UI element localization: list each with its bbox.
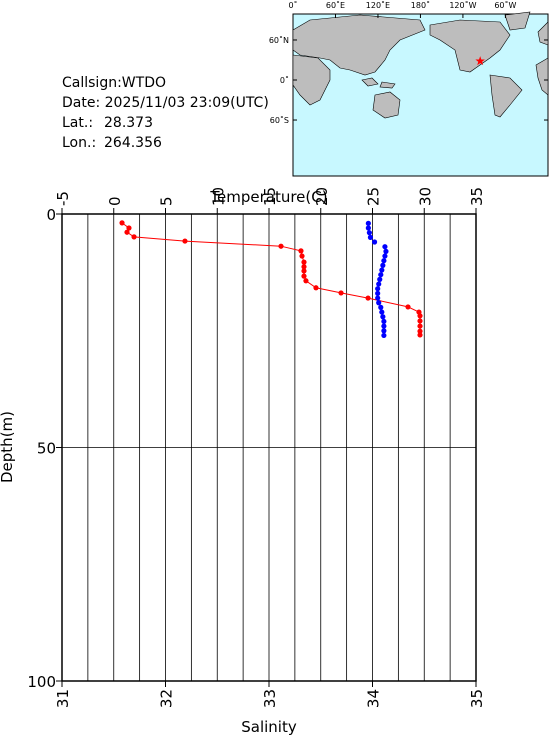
profile-point (313, 285, 319, 291)
profile-point (379, 309, 385, 315)
profile-point (301, 264, 307, 270)
lat-value: 28.373 (104, 115, 153, 131)
y-tick-label: 0 (46, 206, 56, 224)
profile-point (417, 318, 423, 324)
x-tick-label: 31 (54, 689, 72, 708)
map-x-tick-label: 60˚W (494, 0, 516, 10)
profile-point (376, 281, 382, 287)
x2-tick-label: 30 (416, 187, 434, 206)
profile-point (365, 295, 371, 301)
x-tick-label: 33 (261, 689, 279, 708)
profile-point (365, 225, 371, 231)
profile-point (378, 304, 384, 310)
profile-point (366, 230, 372, 236)
profile-point (371, 239, 378, 245)
profile-point (382, 253, 388, 259)
profile-point (380, 314, 386, 320)
x2-tick-label: 25 (365, 187, 383, 206)
y-tick-label: 50 (37, 440, 56, 458)
x-tick-label: 35 (468, 689, 486, 708)
map (292, 11, 549, 177)
profile-point (375, 286, 381, 292)
profile-point (417, 328, 423, 334)
x-axis-title: Salinity (241, 718, 297, 736)
y-tick-label: 100 (27, 673, 56, 691)
header: Callsign:WTDO Date: 2025/11/03 23:09(UTC… (62, 75, 269, 151)
profile-point (375, 290, 381, 296)
profile-point (381, 323, 387, 329)
station-marker (475, 56, 485, 66)
profile-point (417, 332, 423, 338)
x2-tick-label: -5 (54, 191, 72, 206)
profile-point (367, 234, 374, 240)
profile-point (379, 267, 385, 273)
map-y-tick-label: 60˚N (269, 35, 289, 45)
profile-point (126, 225, 132, 231)
profile-point (124, 229, 130, 235)
profile-point (299, 253, 305, 259)
profile-point (376, 300, 382, 306)
profile-point (382, 244, 388, 250)
x2-tick-label: 5 (158, 196, 176, 206)
profile-point (131, 234, 137, 240)
map-x-tick-label: 120˚E (366, 0, 390, 10)
x2-tick-label: 15 (261, 187, 279, 206)
x2-axis-title: Temperature(C) (209, 188, 327, 206)
land (292, 11, 549, 119)
callsign: Callsign:WTDO (62, 75, 166, 91)
x2-tick-label: 0 (106, 196, 124, 206)
profile-point (338, 290, 344, 296)
profile-point (278, 243, 284, 249)
plot-frame (61, 213, 477, 682)
map-x-tick-label: 120˚W (449, 0, 476, 10)
x-tick-label: 34 (365, 689, 383, 708)
map-x-tick-label: 60˚E (326, 0, 345, 10)
lat-label: Lat.: (62, 115, 93, 131)
map-y-tick-label: 0˚ (280, 75, 289, 85)
profile-point (383, 248, 389, 254)
profile-point (381, 332, 387, 339)
profile-point (301, 268, 307, 274)
x2-tick-label: 10 (209, 187, 227, 206)
profile-point (377, 276, 383, 282)
date: Date: 2025/11/03 23:09(UTC) (62, 95, 269, 111)
profile-point (381, 318, 387, 325)
x-tick-label: 32 (158, 689, 176, 708)
map-x-tick-label: 180˚ (411, 0, 430, 10)
profile-point (298, 248, 304, 254)
y-axis-title: Depth(m) (0, 411, 16, 483)
profile-point (182, 238, 188, 244)
profile-point (381, 258, 387, 264)
profile-point (375, 295, 381, 301)
profile-point (417, 323, 423, 329)
profile-point (405, 304, 411, 310)
x2-tick-label: 35 (468, 187, 486, 206)
lon-value: 264.356 (104, 135, 162, 151)
profile-point (303, 278, 309, 284)
profile-point (417, 313, 423, 319)
profile-point (301, 259, 307, 265)
map-x-tick-label: 0˚ (288, 0, 297, 10)
map-y-tick-label: 60˚S (270, 115, 289, 125)
profile-point (119, 220, 125, 226)
x2-tick-label: 20 (313, 187, 331, 206)
profile-point (301, 273, 307, 279)
profile-point (380, 262, 386, 268)
profile-point (381, 328, 387, 334)
lon-label: Lon.: (62, 135, 96, 151)
profile-point (378, 272, 384, 278)
profile-point (365, 220, 371, 226)
